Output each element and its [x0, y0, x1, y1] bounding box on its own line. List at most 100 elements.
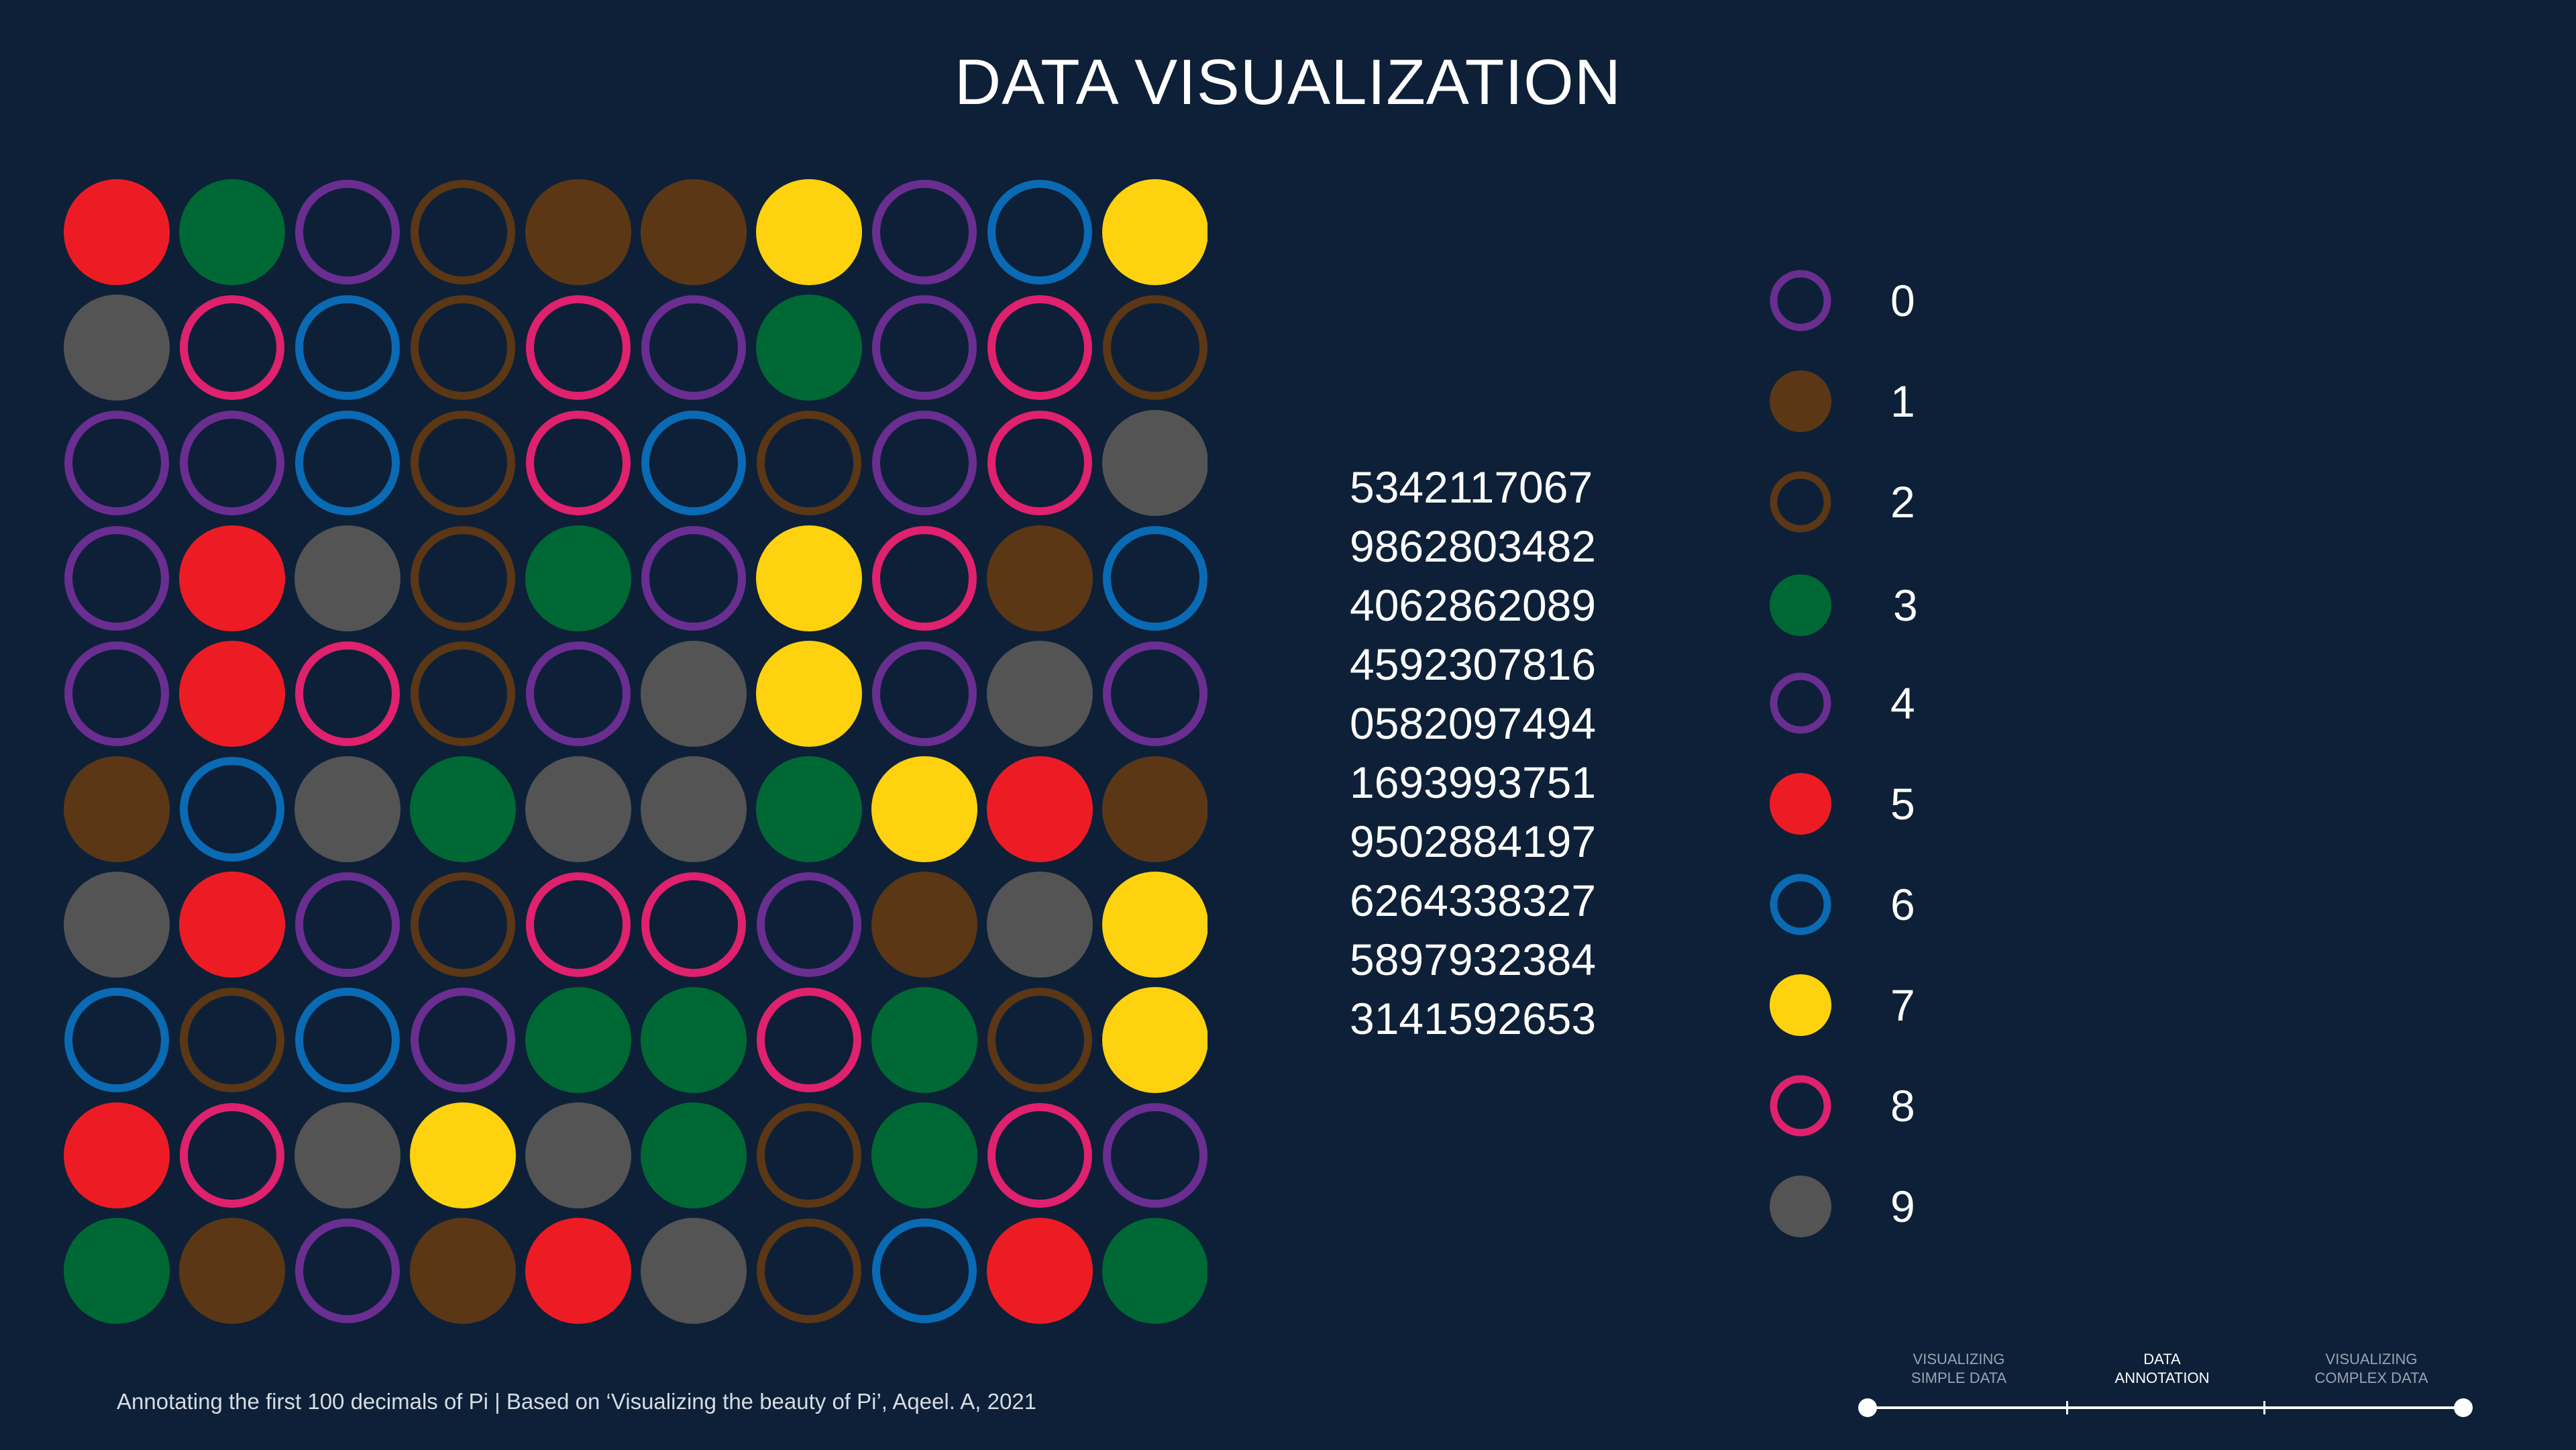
digit-circle-2: [411, 295, 515, 400]
digit-circle-8: [757, 988, 861, 1092]
timeline-step-line1: VISUALIZING: [1913, 1351, 2005, 1367]
digit-circle-1: [871, 872, 977, 978]
digit-circle-8: [526, 872, 631, 977]
digit-circle-5: [525, 1218, 631, 1324]
digit-circle-3: [525, 525, 631, 631]
digit-circle-8: [987, 411, 1092, 515]
digit-circle-7: [1102, 987, 1208, 1093]
legend-label-9: 9: [1890, 1182, 1915, 1231]
legend-swatch-0: [1770, 270, 1831, 331]
digit-circle-9: [525, 1102, 631, 1208]
digit-circle-3: [179, 179, 285, 285]
timeline-end-dot[interactable]: [2454, 1398, 2473, 1417]
digit-circle-4: [295, 1219, 400, 1323]
digit-circle-3: [641, 1102, 747, 1208]
digit-circle-3: [756, 756, 862, 862]
digit-circle-8: [295, 641, 400, 746]
digit-circle-5: [987, 756, 1093, 862]
legend-label-8: 8: [1890, 1081, 1915, 1131]
digit-circle-9: [641, 756, 747, 862]
digit-circle-8: [987, 295, 1092, 400]
digit-circle-0: [872, 411, 977, 515]
legend-swatch-3: [1770, 574, 1831, 636]
digit-circle-2: [757, 1219, 861, 1323]
digit-circle-2: [987, 988, 1092, 1092]
timeline-tick: [2263, 1401, 2265, 1414]
digit-circle-6: [295, 411, 400, 515]
digit-circle-8: [526, 411, 631, 515]
digit-circle-1: [525, 179, 631, 285]
digit-circle-5: [64, 1102, 170, 1208]
digit-circle-5: [179, 872, 285, 978]
digit-circle-2: [411, 411, 515, 515]
digit-circle-9: [987, 641, 1093, 747]
digit-circle-3: [410, 756, 516, 862]
digit-row-text: 1693993751: [1350, 758, 1597, 807]
digit-circle-9: [987, 872, 1093, 978]
legend-label-6: 6: [1890, 880, 1915, 929]
digit-circle-2: [1103, 295, 1208, 400]
digit-row-text: 5897932384: [1350, 935, 1597, 984]
timeline-step-simple-data[interactable]: VISUALIZING SIMPLE DATA: [1878, 1350, 2039, 1388]
timeline-step-complex-data[interactable]: VISUALIZING COMPLEX DATA: [2291, 1350, 2452, 1388]
digit-circle-3: [871, 1102, 977, 1208]
digit-circle-4: [295, 180, 400, 284]
legend-label-0: 0: [1890, 276, 1915, 325]
legend-label-5: 5: [1890, 779, 1915, 829]
digit-circle-0: [295, 872, 400, 977]
digit-circle-7: [756, 641, 862, 747]
digit-circle-6: [1103, 526, 1208, 631]
digit-circle-1: [179, 1218, 285, 1324]
digit-circle-6: [180, 757, 284, 862]
digit-circle-grid: [64, 179, 1208, 1324]
legend-label-3: 3: [1893, 580, 1918, 630]
digit-rows-text: 5342117067 9862803482 4062862089 4592307…: [1350, 458, 1596, 1048]
progress-timeline: VISUALIZING SIMPLE DATA DATA ANNOTATION …: [1851, 1342, 2482, 1429]
digit-circle-4: [872, 641, 977, 746]
digit-row-text: 9862803482: [1350, 521, 1597, 571]
digit-circle-1: [987, 525, 1093, 631]
digit-circle-4: [757, 872, 861, 977]
timeline-start-dot[interactable]: [1858, 1398, 1877, 1417]
legend-swatch-7: [1770, 974, 1831, 1036]
digit-circle-6: [872, 1219, 977, 1323]
digit-circle-7: [756, 179, 862, 285]
digit-circle-5: [987, 1218, 1093, 1324]
digit-circle-7: [756, 525, 862, 631]
digit-circle-2: [411, 872, 515, 977]
digit-circle-9: [64, 872, 170, 978]
page-title: DATA VISUALIZATION: [954, 46, 1622, 118]
digit-circle-3: [1102, 1218, 1208, 1324]
digit-circle-0: [641, 526, 746, 631]
digit-circle-8: [872, 526, 977, 631]
timeline-step-data-annotation[interactable]: DATA ANNOTATION: [2082, 1350, 2243, 1388]
digit-circle-4: [64, 411, 169, 515]
digit-circle-8: [987, 1103, 1092, 1208]
legend-swatch-5: [1770, 773, 1831, 835]
digit-row-text: 6264338327: [1350, 876, 1597, 925]
digit-circle-9: [1102, 410, 1208, 516]
digit-circle-7: [1102, 179, 1208, 285]
digit-row-text: 3141592653: [1350, 994, 1597, 1043]
digit-circle-2: [757, 1103, 861, 1208]
digit-circle-3: [525, 987, 631, 1093]
legend-swatch-4: [1770, 672, 1831, 734]
digit-row-text: 4062862089: [1350, 580, 1597, 630]
timeline-step-line1: VISUALIZING: [2325, 1351, 2418, 1367]
digit-circle-8: [180, 295, 284, 400]
digit-circle-1: [1102, 756, 1208, 862]
digit-circle-3: [756, 295, 862, 401]
digit-circle-9: [294, 1102, 400, 1208]
footer-caption: Annotating the first 100 decimals of Pi …: [117, 1389, 1036, 1414]
digit-circle-5: [179, 641, 285, 747]
digit-circle-9: [525, 756, 631, 862]
digit-circle-7: [1102, 872, 1208, 978]
digit-circle-0: [526, 641, 631, 746]
digit-circle-3: [871, 987, 977, 1093]
legend-label-2: 2: [1890, 477, 1915, 527]
digit-circle-8: [526, 295, 631, 400]
digit-circle-1: [64, 756, 170, 862]
digit-circle-2: [180, 988, 284, 1092]
timeline-step-line2: COMPLEX DATA: [2314, 1369, 2428, 1386]
legend-label-1: 1: [1890, 376, 1915, 426]
